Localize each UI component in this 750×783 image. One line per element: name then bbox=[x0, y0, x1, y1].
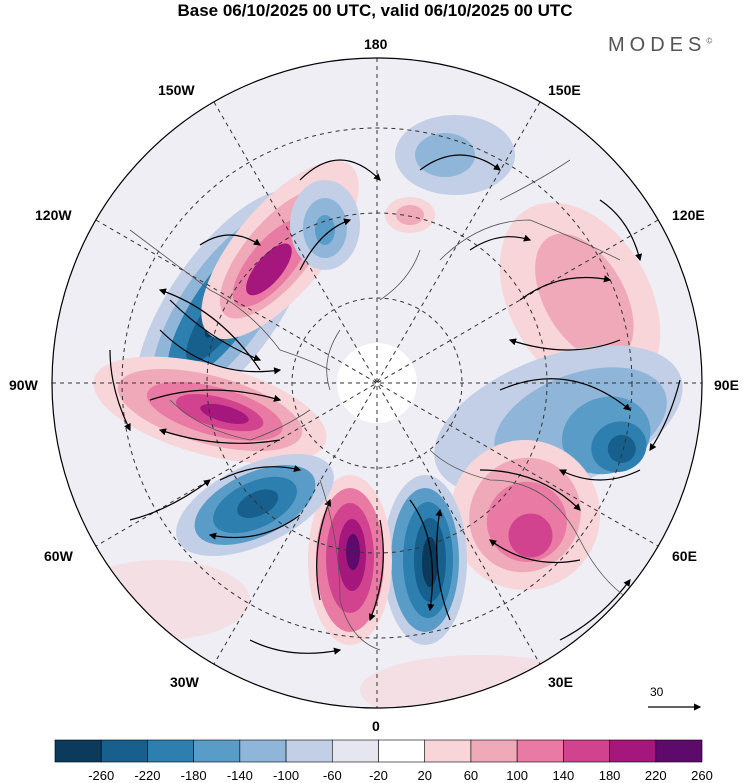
vector-scale-label: 30 bbox=[650, 685, 664, 699]
map-boundary bbox=[51, 57, 703, 709]
colorbar-swatch bbox=[655, 739, 703, 763]
lon-label-30w: 30W bbox=[170, 674, 199, 690]
lon-label-60w: 60W bbox=[44, 548, 73, 564]
coastlines bbox=[129, 159, 631, 651]
colorbar-swatch bbox=[424, 739, 472, 763]
colorbar-tick-label: -20 bbox=[369, 768, 388, 783]
colorbar-swatch bbox=[239, 739, 287, 763]
lon-label-60e: 60E bbox=[672, 548, 697, 564]
colorbar-tick-label: -220 bbox=[134, 768, 161, 783]
colorbar-tick-label: -140 bbox=[226, 768, 253, 783]
colorbar-swatch bbox=[285, 739, 333, 763]
lon-label-90e: 90E bbox=[714, 377, 739, 393]
colorbar-tick-label: 20 bbox=[417, 768, 432, 783]
brand-name: MODES bbox=[608, 34, 707, 56]
blue-anomaly-bering bbox=[290, 180, 360, 270]
colorbar-tick-label: 260 bbox=[691, 768, 713, 783]
lon-label-180: 180 bbox=[364, 36, 388, 52]
colorbar-tick-label: -260 bbox=[88, 768, 115, 783]
lon-label-150w: 150W bbox=[158, 82, 195, 98]
lon-label-0: 0 bbox=[372, 718, 380, 734]
colorbar-swatch bbox=[147, 739, 194, 763]
colorbar-swatch bbox=[378, 739, 426, 763]
anomaly-field bbox=[52, 58, 702, 708]
colorbar-swatch bbox=[331, 739, 379, 763]
lon-label-120e: 120E bbox=[672, 207, 705, 223]
modes-logo: MODES© bbox=[608, 34, 712, 57]
lon-label-150e: 150E bbox=[548, 82, 581, 98]
colorbar-swatch bbox=[193, 739, 241, 763]
colorbar-tick-label: -100 bbox=[273, 768, 300, 783]
colorbar-swatch bbox=[609, 739, 657, 763]
colorbar-swatch bbox=[100, 739, 148, 763]
blue-anomaly-scandinavia bbox=[383, 475, 467, 645]
colorbar-swatch bbox=[516, 739, 564, 763]
colorbar bbox=[54, 739, 703, 763]
red-anomaly-west-siberia bbox=[450, 440, 600, 590]
colorbar-swatch bbox=[563, 739, 610, 763]
blue-anomaly-atlantic bbox=[176, 453, 334, 557]
colorbar-tick-label: 140 bbox=[552, 768, 575, 783]
wind-vectors bbox=[109, 154, 681, 655]
colorbar-swatch bbox=[54, 739, 102, 763]
colorbar-tick-label: 220 bbox=[644, 768, 667, 783]
lon-label-90w: 90W bbox=[9, 377, 38, 393]
red-anomaly-greenland-sea bbox=[308, 475, 392, 645]
colorbar-swatch bbox=[470, 739, 518, 763]
colorbar-tick-label: 100 bbox=[506, 768, 528, 783]
colorbar-tick-label: 60 bbox=[463, 768, 479, 783]
colorbar-tick-label: 180 bbox=[598, 768, 621, 783]
lon-label-30e: 30E bbox=[548, 674, 573, 690]
colorbar-tick-label: -180 bbox=[180, 768, 207, 783]
colorbar-tick-label: -60 bbox=[322, 768, 342, 783]
lon-label-120w: 120W bbox=[35, 207, 72, 223]
brand-mark: © bbox=[706, 36, 713, 46]
map-title: Base 06/10/2025 00 UTC, valid 06/10/2025… bbox=[177, 1, 573, 20]
